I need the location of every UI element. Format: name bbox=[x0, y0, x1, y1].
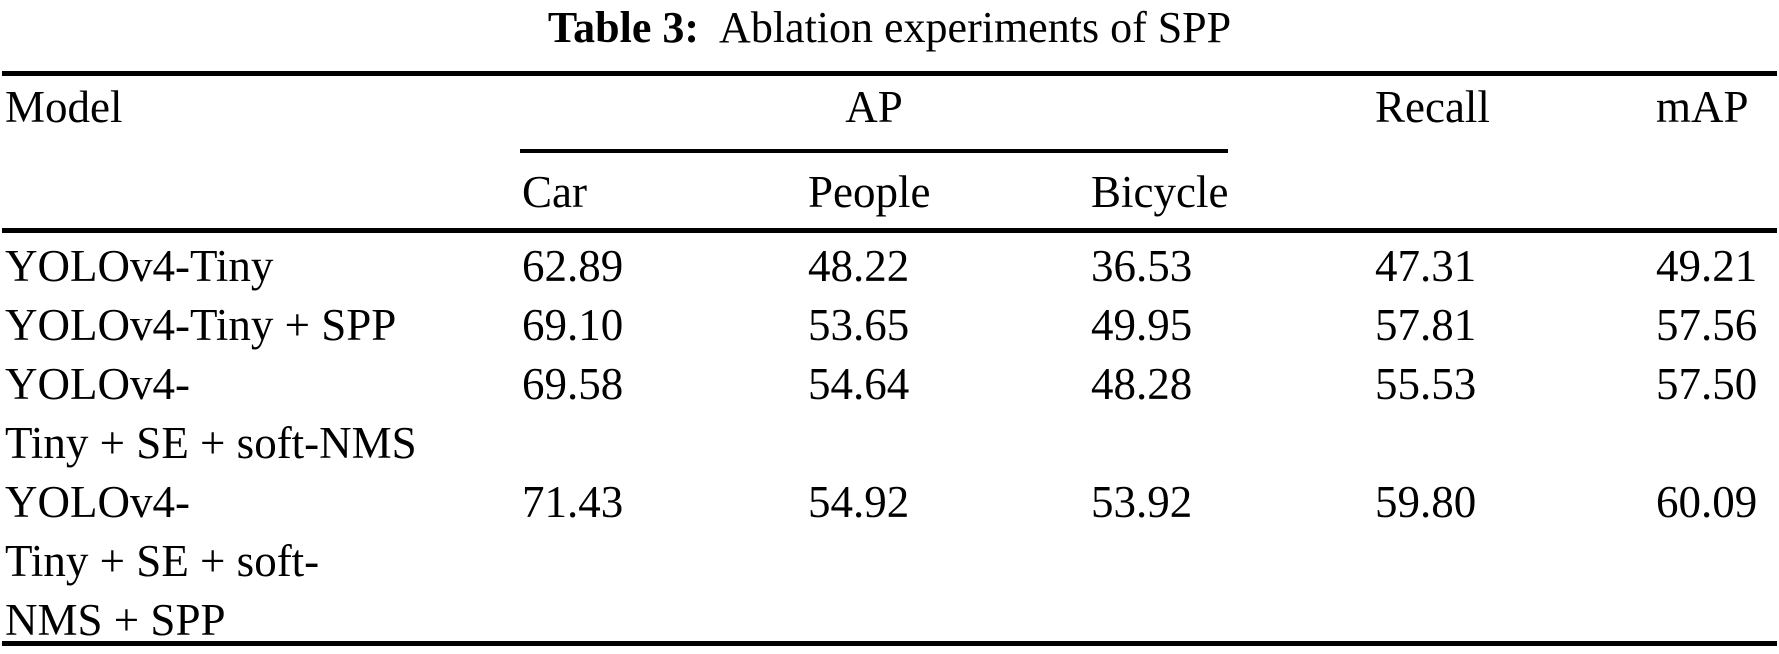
recall-cell: 47.31 bbox=[1375, 241, 1477, 291]
model-cell: YOLOv4- Tiny + SE + soft- NMS + SPP bbox=[5, 477, 320, 645]
ap-bicycle-cell: 36.53 bbox=[1091, 241, 1193, 291]
header-model: Model bbox=[5, 82, 123, 132]
ap-group-underline bbox=[520, 149, 1228, 153]
header-car: Car bbox=[522, 167, 587, 217]
table-row: YOLOv4-Tiny 62.89 48.22 36.53 47.31 49.2… bbox=[0, 237, 1779, 296]
ap-people-cell: 48.22 bbox=[808, 241, 910, 291]
ap-people-cell: 53.65 bbox=[808, 300, 910, 350]
ap-bicycle-cell: 48.28 bbox=[1091, 359, 1193, 409]
ap-car-cell: 62.89 bbox=[522, 241, 624, 291]
recall-cell: 55.53 bbox=[1375, 359, 1477, 409]
table-caption: Table 3: Ablation experiments of SPP bbox=[0, 2, 1779, 54]
ap-bicycle-cell: 53.92 bbox=[1091, 477, 1193, 527]
model-cell: YOLOv4-Tiny bbox=[5, 241, 274, 291]
map-cell: 60.09 bbox=[1656, 477, 1758, 527]
table-caption-text: Ablation experiments of SPP bbox=[719, 3, 1232, 52]
ap-car-cell: 69.58 bbox=[522, 359, 624, 409]
map-cell: 57.50 bbox=[1656, 359, 1758, 409]
header-bicycle: Bicycle bbox=[1091, 167, 1229, 217]
ap-car-cell: 71.43 bbox=[522, 477, 624, 527]
table-header-rule bbox=[2, 228, 1777, 233]
recall-cell: 59.80 bbox=[1375, 477, 1477, 527]
table-row: YOLOv4- Tiny + SE + soft- NMS + SPP 71.4… bbox=[0, 473, 1779, 645]
table-top-rule bbox=[2, 71, 1777, 76]
ap-car-cell: 69.10 bbox=[522, 300, 624, 350]
header-map: mAP bbox=[1656, 82, 1749, 132]
table-row: YOLOv4- Tiny + SE + soft-NMS 69.58 54.64… bbox=[0, 355, 1779, 468]
map-cell: 49.21 bbox=[1656, 241, 1758, 291]
header-ap-group: AP bbox=[845, 82, 903, 132]
ap-bicycle-cell: 49.95 bbox=[1091, 300, 1193, 350]
model-cell: YOLOv4- Tiny + SE + soft-NMS bbox=[5, 359, 417, 468]
header-recall: Recall bbox=[1375, 82, 1490, 132]
ap-people-cell: 54.92 bbox=[808, 477, 910, 527]
model-cell: YOLOv4-Tiny + SPP bbox=[5, 300, 397, 350]
table-row: YOLOv4-Tiny + SPP 69.10 53.65 49.95 57.8… bbox=[0, 296, 1779, 355]
map-cell: 57.56 bbox=[1656, 300, 1758, 350]
header-people: People bbox=[808, 167, 931, 217]
table-caption-label: Table 3: bbox=[547, 3, 700, 52]
ap-people-cell: 54.64 bbox=[808, 359, 910, 409]
table-bottom-rule bbox=[2, 641, 1777, 646]
recall-cell: 57.81 bbox=[1375, 300, 1477, 350]
